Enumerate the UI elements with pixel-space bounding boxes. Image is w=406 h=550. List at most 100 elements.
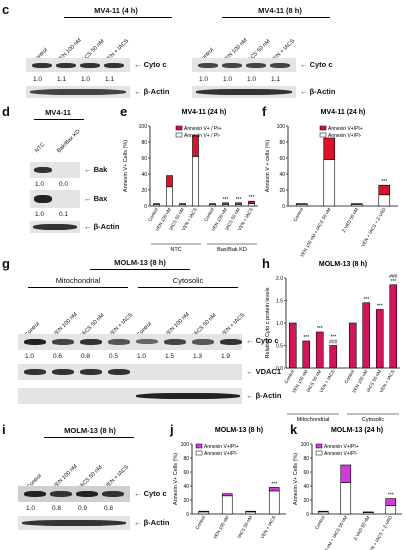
x-tick-label: Control: [194, 515, 206, 530]
ratio-value: 0.0: [59, 181, 69, 188]
panel-label-d: d: [2, 104, 10, 119]
row-label-actin: ← β-Actin: [134, 518, 170, 527]
ratio-value: 1.0: [247, 76, 257, 83]
western-blot-vdac1: [18, 364, 242, 380]
panel-g-title: MOLM-13 (8 h): [114, 258, 166, 267]
x-tick-label: Z-VAD 50 nM: [341, 207, 359, 233]
y-tick-label: 80: [183, 456, 189, 462]
y-axis-label: Relative Cyto c protein levels: [265, 287, 271, 358]
significance-marker: ###: [329, 340, 338, 346]
bar: [340, 464, 352, 483]
y-tick-label: 1.5: [276, 298, 283, 304]
row-label-bax: ← Bax: [84, 194, 108, 203]
bar: [166, 186, 173, 207]
legend-label: Annexin V+ / PI-: [184, 133, 221, 139]
legend-label: Annexin V+/PI+: [328, 126, 363, 132]
significance-marker: ***: [330, 335, 336, 341]
ratio-value: 1.0: [199, 76, 209, 83]
x-tick-label: Control: [147, 207, 159, 222]
ratio-value: 0.8: [52, 505, 62, 512]
significance-marker: ***: [377, 304, 383, 310]
bar: [350, 203, 363, 205]
panel-i-underline: [44, 437, 134, 438]
bar: [329, 345, 338, 369]
bar: [166, 175, 173, 188]
chart-e: MV4-11 (24 h) Annexin V+ Cells (%) 0 20 40 60…: [123, 109, 258, 253]
legend-label: Annexin V+/PI-: [204, 451, 238, 457]
bar: [198, 511, 210, 515]
bar: [153, 203, 160, 205]
bar: [375, 309, 384, 369]
bar: [385, 498, 397, 506]
legend-swatch: [315, 443, 323, 449]
western-blot-actin: [18, 516, 130, 530]
bar: [235, 202, 242, 205]
lane-label: NTC: [34, 141, 47, 155]
row-label-cyto-c: ← Cyto c: [134, 489, 167, 498]
y-axis-label: Annexin V+ Cells (%): [173, 453, 179, 505]
ratio-value: 0.9: [78, 505, 88, 512]
chart-k: MOLM-13 (24 h) Annexin V+ Cells (%) 0 20 40 6…: [293, 427, 402, 550]
legend-label: Annexin V+/PI-: [328, 133, 362, 139]
ratio-value: 0.1: [59, 211, 69, 218]
bar: [315, 331, 324, 369]
bar: [268, 490, 280, 515]
x-tick-label: IACS 50 nM: [236, 515, 253, 539]
ratio-value: 1.1: [271, 76, 281, 83]
panel-c-right-title: MV4-11 (8 h): [258, 6, 302, 15]
bar: [248, 203, 255, 207]
chart-title: MOLM-13 (24 h): [331, 427, 383, 434]
bar: [192, 135, 199, 157]
group-line-mitochondrial: [28, 287, 128, 288]
western-blot-cyto-c: [18, 486, 130, 502]
x-tick-label: VEN + IACS + Z-VAD: [367, 514, 394, 550]
row-label-bak: ← Bak: [84, 165, 108, 174]
panel-label-c: c: [2, 2, 10, 17]
panel-g-underline: [90, 269, 190, 270]
lane-label: Bak/Bax KD: [56, 128, 82, 155]
y-axis-label: Annexin V+ Cells (%): [293, 453, 299, 505]
bar: [288, 322, 297, 369]
chart-title: MOLM-13 (8 h): [215, 427, 263, 434]
panel-label-h: h: [262, 256, 270, 271]
ratio-value: 1.0: [81, 76, 91, 83]
y-tick-label: 40: [183, 484, 189, 490]
chart-title: MV4-11 (24 h): [182, 109, 227, 116]
ratio-value: 0.5: [109, 353, 119, 360]
bar: [302, 340, 311, 369]
legend-swatch: [319, 132, 327, 138]
y-tick-label: 80: [141, 140, 147, 146]
panel-d-title: MV4-11: [45, 108, 71, 117]
y-tick-label: 0: [144, 204, 147, 210]
y-tick-label: 100: [301, 442, 310, 448]
y-tick-label: 0.5: [276, 343, 283, 349]
bar: [362, 511, 374, 513]
y-tick-label: 20: [303, 498, 309, 504]
legend-swatch: [175, 125, 183, 131]
ratio-value: 1.0: [35, 181, 45, 188]
x-tick-label: Control: [314, 515, 326, 530]
panel-label-g: g: [2, 256, 10, 271]
significance-marker: ***: [317, 326, 323, 332]
ratio-value: 1.1: [105, 76, 115, 83]
bar: [323, 137, 336, 160]
x-tick-label: Z-VAD 50 nM: [353, 515, 371, 541]
western-blot-cyto-c: [18, 334, 242, 350]
y-axis-label: Annexin V + cells (%): [265, 140, 271, 193]
y-tick-label: 60: [303, 470, 309, 476]
y-tick-label: 0: [186, 512, 189, 518]
group-label: NTC: [170, 247, 181, 253]
y-tick-label: 60: [141, 156, 147, 162]
group-label-cytosolic: Cytosolic: [172, 276, 204, 285]
bar: [362, 302, 371, 369]
ratio-value: 1.0: [35, 211, 45, 218]
row-label-cyto-c: ← Cyto c: [300, 60, 333, 69]
bar: [340, 482, 352, 515]
panel-label-f: f: [262, 104, 267, 119]
significance-marker: ***: [223, 197, 229, 203]
bar: [248, 200, 255, 204]
chart-h: MOLM-13 (8 h) Relative Cyto c protein lev…: [265, 261, 400, 423]
bar: [222, 202, 229, 205]
group-label: Mitochondrial: [297, 417, 330, 423]
panel-label-i: i: [2, 422, 6, 437]
